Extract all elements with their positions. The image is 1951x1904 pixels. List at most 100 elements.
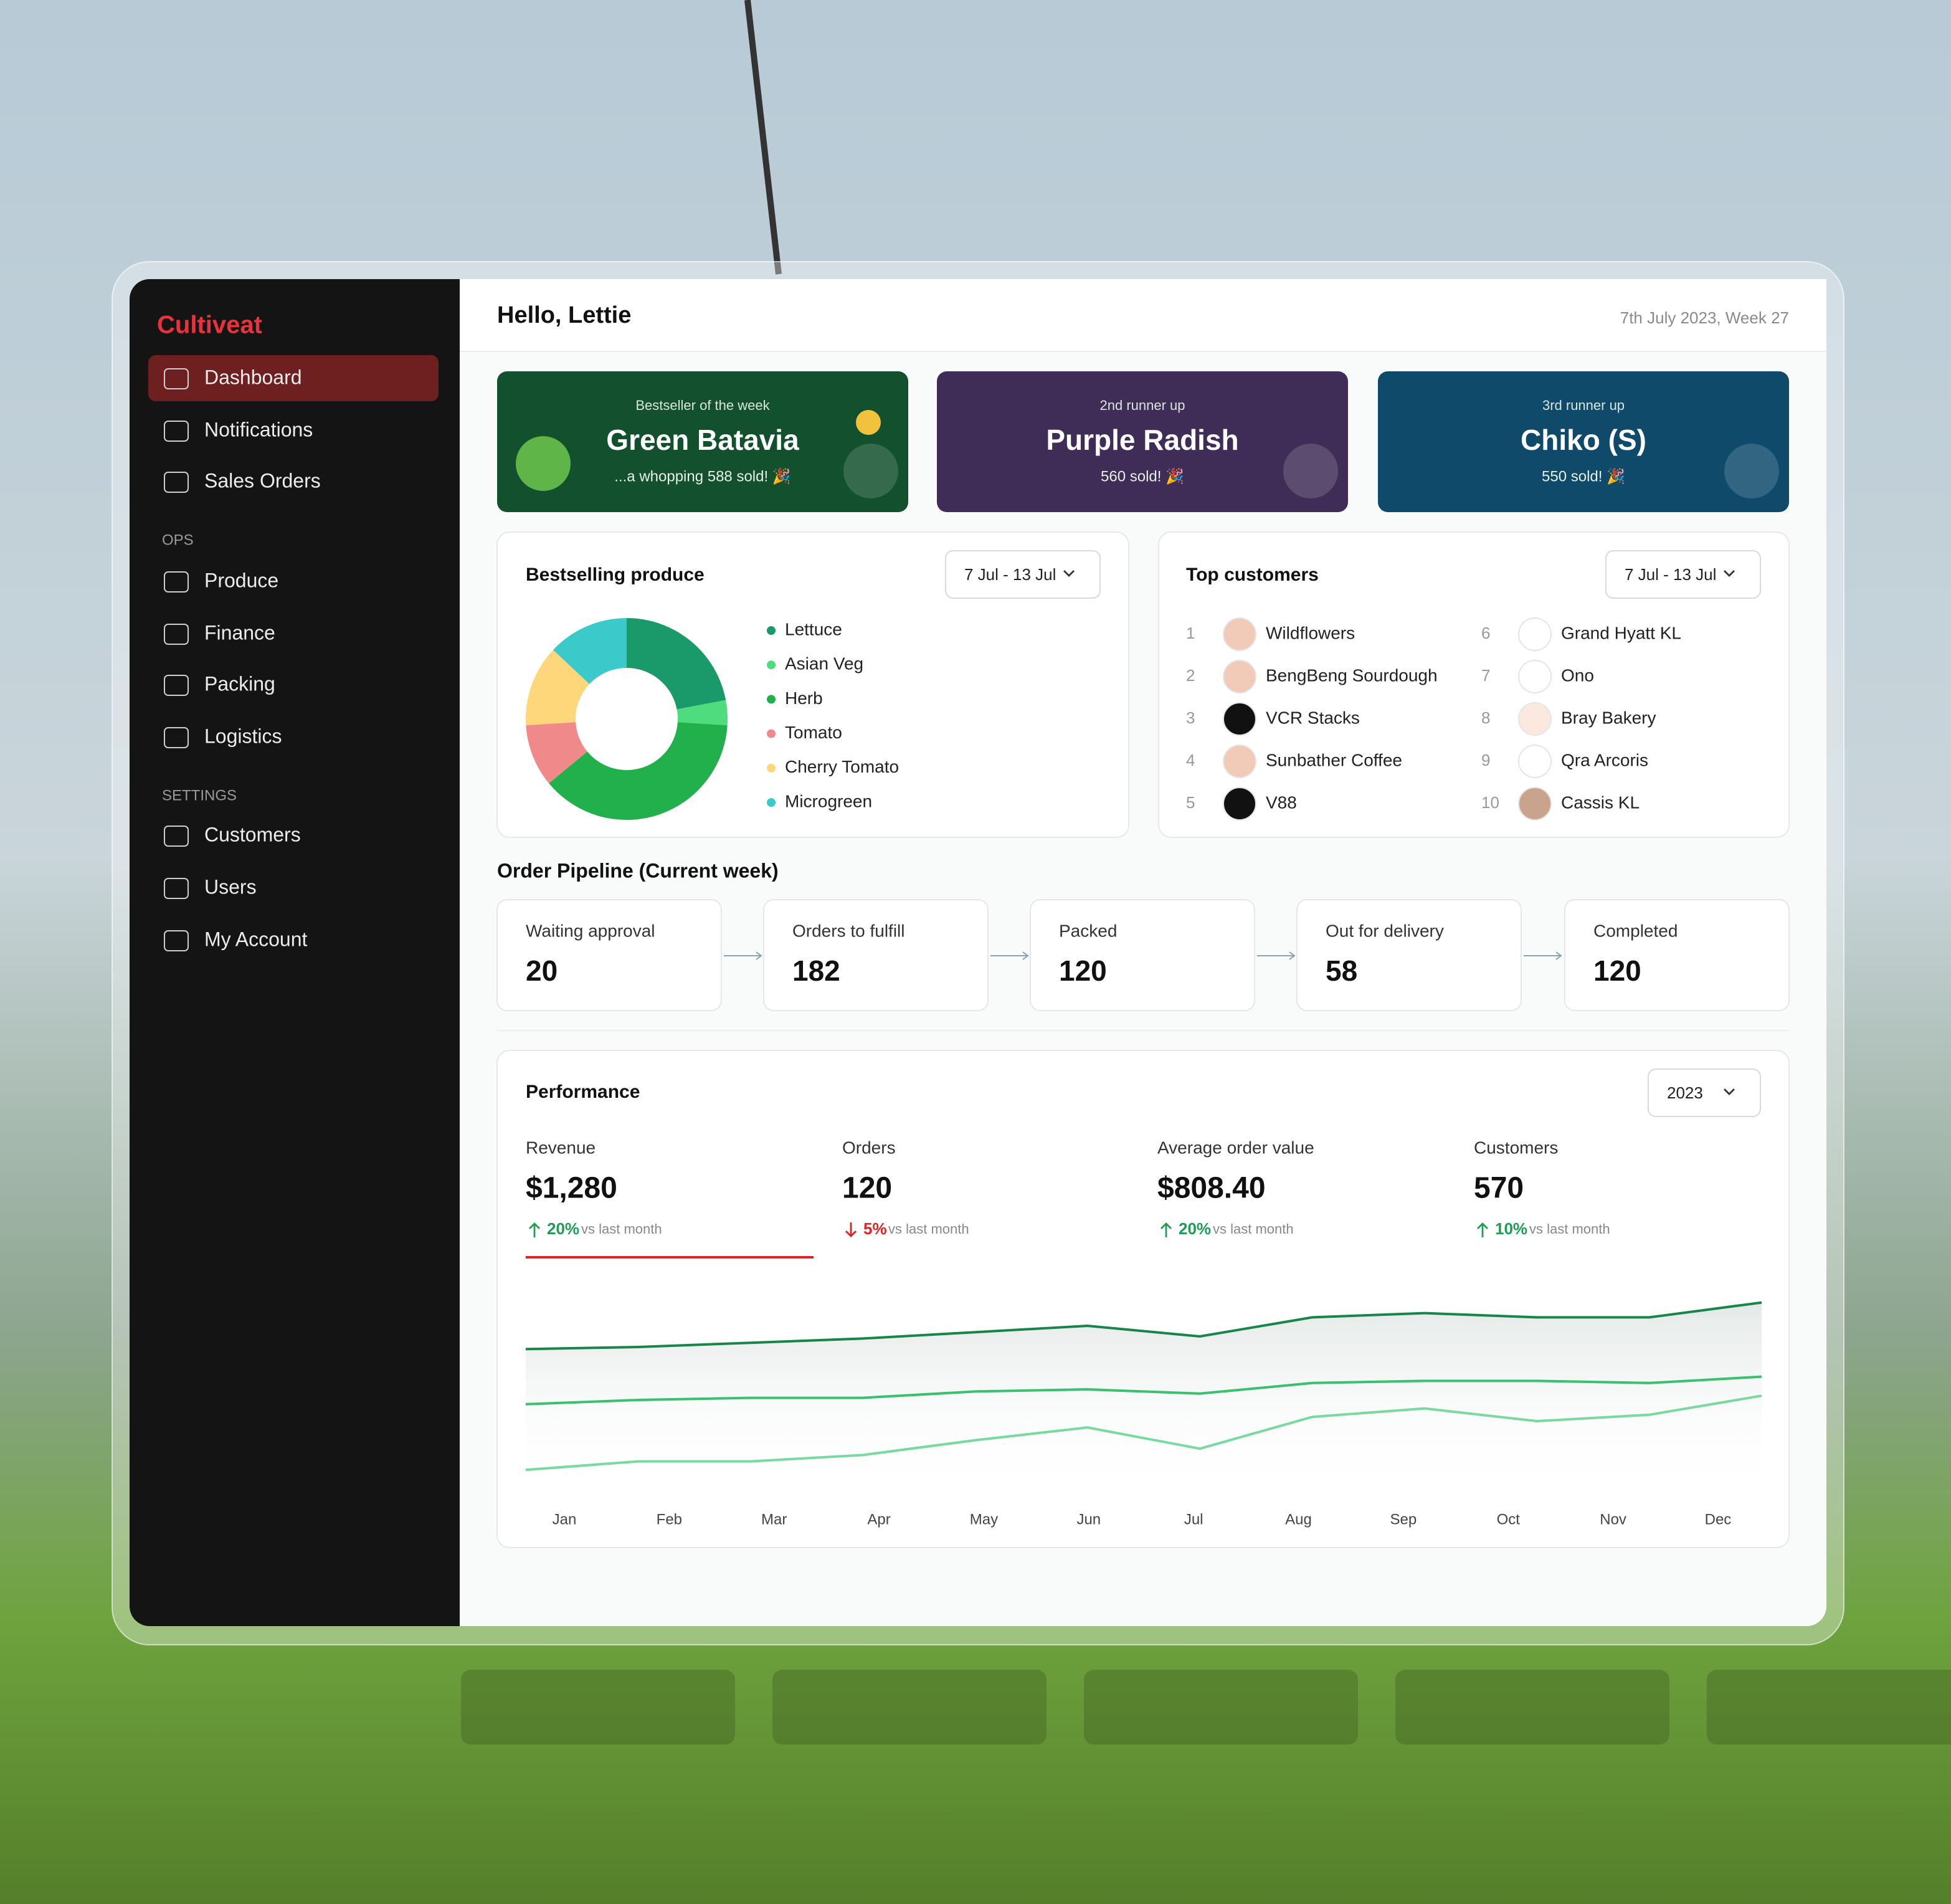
card-title: Performance <box>526 1082 640 1102</box>
legend-dot <box>767 798 776 807</box>
metric-change: 20% <box>1179 1219 1211 1238</box>
card-note: ...a whopping 588 sold! 🎉 <box>614 467 790 485</box>
nav-icon <box>164 421 189 442</box>
nav-item[interactable]: Produce <box>204 569 278 591</box>
card-note: 560 sold! 🎉 <box>1101 467 1184 485</box>
card-kicker: 2nd runner up <box>1100 397 1185 413</box>
x-tick-label: Mar <box>761 1511 787 1528</box>
card-name: Chiko (S) <box>1521 424 1646 456</box>
metric-change: 10% <box>1495 1219 1527 1238</box>
pipeline-stage <box>1564 899 1790 1011</box>
card-name: Purple Radish <box>1046 424 1238 456</box>
customer-name: Grand Hyatt KL <box>1561 623 1681 642</box>
lettuce-icon <box>516 436 571 491</box>
dropdown-label: 7 Jul - 13 Jul <box>964 565 1056 584</box>
x-tick-label: Feb <box>657 1511 682 1528</box>
avatar <box>1518 745 1552 778</box>
chevron <box>1063 570 1075 577</box>
series-line <box>525 1394 1762 1472</box>
nav-item[interactable]: Logistics <box>204 725 282 747</box>
pipeline-stage <box>1030 899 1255 1011</box>
stage-value: 58 <box>1326 954 1357 987</box>
rank: 8 <box>1481 708 1490 727</box>
dropdown[interactable] <box>1605 550 1761 599</box>
greeting: Hello, Lettie <box>497 302 631 328</box>
metric-change: 20% <box>547 1219 579 1238</box>
avatar <box>1518 660 1552 693</box>
nav-item[interactable]: Customers <box>204 823 301 845</box>
x-tick-label: Apr <box>867 1511 890 1528</box>
nav-icon <box>164 878 189 899</box>
dropdown[interactable] <box>1648 1069 1761 1117</box>
avatar <box>1518 702 1552 736</box>
tab-indicator[interactable] <box>526 1256 814 1259</box>
donut-segment <box>526 722 587 784</box>
arrow <box>1257 951 1296 960</box>
dropdown[interactable] <box>945 550 1101 599</box>
nav-icon <box>164 624 189 645</box>
avatar <box>1223 787 1256 821</box>
nav-icon <box>164 826 189 847</box>
donut-segment <box>525 650 590 726</box>
brand: Cultiveat <box>157 312 262 339</box>
customer-name: Ono <box>1561 665 1594 685</box>
date: 7th July 2023, Week 27 <box>1620 308 1789 327</box>
arrow <box>1524 951 1562 960</box>
metric-note: vs last month <box>1529 1221 1610 1237</box>
nav-item[interactable]: My Account <box>204 928 308 950</box>
trend-arrow <box>1161 1222 1172 1237</box>
pipeline-stage <box>496 899 722 1011</box>
rank: 2 <box>1186 666 1195 685</box>
x-tick-label: Nov <box>1600 1511 1626 1528</box>
avatar <box>1223 745 1256 778</box>
card <box>496 531 1129 838</box>
avatar <box>1518 617 1552 651</box>
trend-arrow <box>529 1222 540 1237</box>
nav-icon <box>164 472 189 493</box>
x-tick-label: May <box>970 1511 998 1528</box>
legend-label: Microgreen <box>785 791 872 811</box>
metric-note: vs last month <box>888 1221 969 1237</box>
customer-name: Wildflowers <box>1266 623 1355 642</box>
legend-dot <box>767 695 776 704</box>
chevron <box>1724 1088 1735 1095</box>
series-line <box>525 1301 1762 1351</box>
sidebar <box>130 279 460 1626</box>
nav-active[interactable] <box>148 355 439 401</box>
pipeline-stage <box>1296 899 1522 1011</box>
nav-item[interactable]: Finance <box>204 621 275 644</box>
nav-item[interactable]: Packing <box>204 672 275 695</box>
card-illustration <box>1283 444 1338 498</box>
rank: 5 <box>1186 793 1195 812</box>
avatar <box>1223 617 1256 651</box>
legend-label: Tomato <box>785 723 842 742</box>
rank: 6 <box>1481 624 1490 642</box>
nav-item[interactable]: Notifications <box>204 418 313 440</box>
rank: 7 <box>1481 666 1490 685</box>
section-title: Order Pipeline (Current week) <box>497 859 779 882</box>
tray <box>1395 1670 1669 1745</box>
pipeline-stage <box>763 899 989 1011</box>
area <box>526 1302 1762 1495</box>
stage-value: 120 <box>1593 954 1641 987</box>
legend-dot <box>767 763 776 773</box>
nav-item[interactable]: Sales Orders <box>204 469 321 492</box>
rank: 10 <box>1481 793 1499 812</box>
nav-item[interactable]: Users <box>204 875 257 898</box>
stage-value: 120 <box>1059 954 1107 987</box>
nav-item[interactable]: Dashboard <box>204 366 302 388</box>
metric-value: 570 <box>1474 1172 1524 1205</box>
card <box>1158 531 1790 838</box>
rank: 4 <box>1186 751 1195 769</box>
customer-name: Sunbather Coffee <box>1266 750 1402 769</box>
stage-label: Orders to fulfill <box>792 921 905 940</box>
metric-value: $808.40 <box>1157 1172 1266 1205</box>
donut-segment <box>549 722 728 820</box>
metric-note: vs last month <box>1213 1221 1294 1237</box>
nav-heading: OPS <box>162 531 194 548</box>
x-tick-label: Sep <box>1390 1511 1417 1528</box>
card-illustration <box>843 444 898 498</box>
card-title: Top customers <box>1186 564 1319 585</box>
customer-name: V88 <box>1266 793 1297 812</box>
